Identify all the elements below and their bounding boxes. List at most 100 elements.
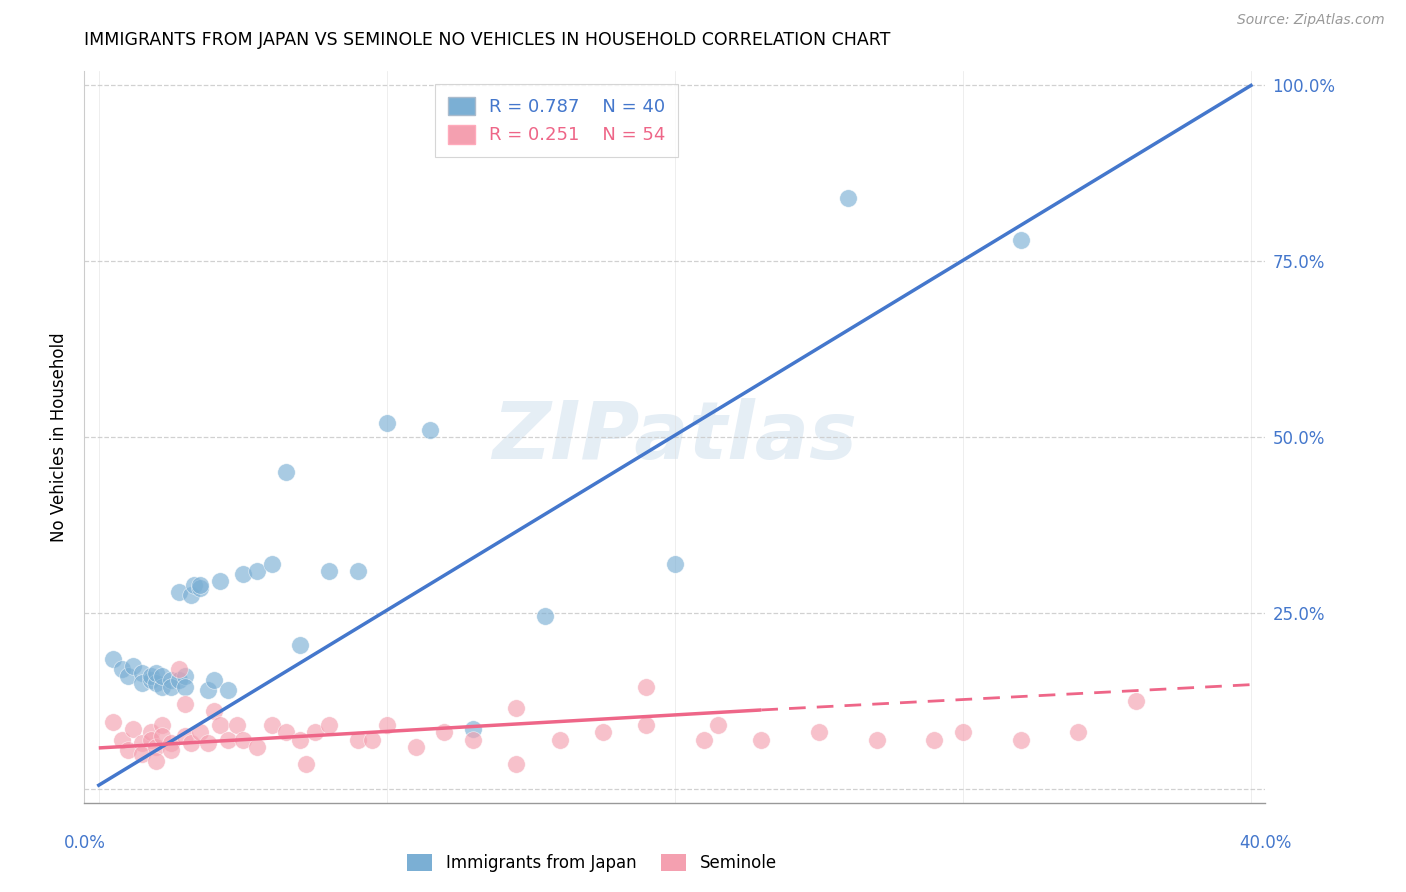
Point [1125, 694, 1147, 708]
Point [636, 680, 658, 694]
Text: IMMIGRANTS FROM JAPAN VS SEMINOLE NO VEHICLES IN HOUSEHOLD CORRELATION CHART: IMMIGRANTS FROM JAPAN VS SEMINOLE NO VEH… [84, 31, 891, 49]
Point [131, 676, 153, 690]
Point [304, 725, 326, 739]
Point [1010, 233, 1032, 247]
Point [150, 680, 173, 694]
Point [117, 669, 139, 683]
Point [131, 747, 153, 761]
Point [159, 673, 181, 687]
Point [692, 732, 714, 747]
Point [139, 732, 162, 747]
Point [226, 718, 249, 732]
Point [174, 729, 197, 743]
Point [169, 662, 191, 676]
Y-axis label: No Vehicles in Household: No Vehicles in Household [51, 332, 69, 542]
Point [463, 722, 485, 736]
Point [290, 638, 312, 652]
Point [145, 676, 167, 690]
Point [274, 725, 297, 739]
Point [122, 722, 145, 736]
Point [375, 718, 398, 732]
Point [295, 757, 318, 772]
Point [101, 714, 124, 729]
Point [837, 191, 859, 205]
Point [159, 680, 181, 694]
Point [111, 662, 134, 676]
Point [361, 732, 384, 747]
Point [174, 698, 197, 712]
Point [922, 732, 945, 747]
Point [150, 729, 173, 743]
Point [202, 673, 225, 687]
Point [347, 732, 370, 747]
Point [117, 743, 139, 757]
Point [865, 732, 887, 747]
Point [188, 582, 211, 596]
Point [246, 739, 269, 754]
Point [636, 718, 658, 732]
Point [707, 718, 730, 732]
Point [463, 732, 485, 747]
Point [145, 739, 167, 754]
Point [290, 732, 312, 747]
Legend: Immigrants from Japan, Seminole: Immigrants from Japan, Seminole [401, 847, 783, 879]
Point [505, 757, 527, 772]
Point [246, 564, 269, 578]
Point [260, 557, 283, 571]
Point [111, 732, 134, 747]
Point [202, 705, 225, 719]
Point [217, 732, 239, 747]
Point [159, 743, 181, 757]
Point [232, 732, 254, 747]
Point [122, 658, 145, 673]
Point [139, 669, 162, 683]
Point [433, 725, 456, 739]
Point [208, 718, 231, 732]
Point [505, 701, 527, 715]
Point [145, 665, 167, 680]
Point [180, 588, 202, 602]
Text: 0.0%: 0.0% [63, 834, 105, 852]
Point [952, 725, 974, 739]
Point [188, 578, 211, 592]
Point [375, 416, 398, 430]
Point [318, 564, 340, 578]
Point [169, 584, 191, 599]
Point [169, 673, 191, 687]
Point [139, 725, 162, 739]
Point [159, 736, 181, 750]
Point [217, 683, 239, 698]
Point [180, 736, 202, 750]
Point [419, 423, 441, 437]
Text: Source: ZipAtlas.com: Source: ZipAtlas.com [1237, 13, 1385, 28]
Point [174, 680, 197, 694]
Point [131, 736, 153, 750]
Point [131, 665, 153, 680]
Point [150, 669, 173, 683]
Point [807, 725, 830, 739]
Point [183, 578, 205, 592]
Point [664, 557, 686, 571]
Point [174, 669, 197, 683]
Point [274, 465, 297, 479]
Point [197, 683, 219, 698]
Text: 40.0%: 40.0% [1239, 834, 1292, 852]
Point [347, 564, 370, 578]
Point [749, 732, 772, 747]
Point [197, 736, 219, 750]
Point [318, 718, 340, 732]
Point [534, 609, 557, 624]
Point [188, 725, 211, 739]
Point [232, 567, 254, 582]
Point [139, 673, 162, 687]
Point [260, 718, 283, 732]
Point [592, 725, 614, 739]
Text: ZIPatlas: ZIPatlas [492, 398, 858, 476]
Point [150, 718, 173, 732]
Point [1067, 725, 1090, 739]
Point [145, 754, 167, 768]
Point [101, 651, 124, 665]
Point [208, 574, 231, 589]
Point [548, 732, 571, 747]
Point [1010, 732, 1032, 747]
